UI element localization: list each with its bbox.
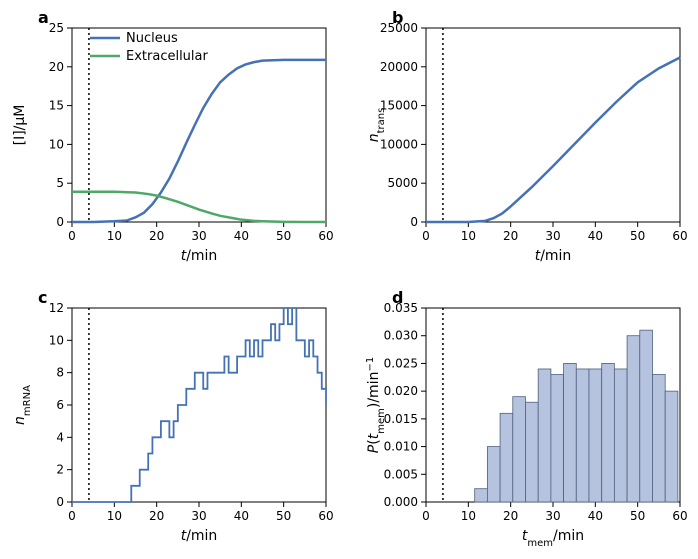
chart-b: 01020304050600500010000150002000025000t/…: [364, 10, 688, 270]
svg-text:50: 50: [276, 509, 291, 523]
svg-text:12: 12: [49, 301, 64, 315]
svg-text:0.000: 0.000: [384, 495, 418, 509]
svg-text:0: 0: [410, 215, 418, 229]
svg-text:0.010: 0.010: [384, 440, 418, 454]
bar: [665, 391, 678, 502]
svg-text:40: 40: [588, 509, 603, 523]
chart-c: 0 10 20 30 40 50 60 0 2 4 6 8 10 12 t/min nmRNA: [10, 290, 334, 550]
panel-b: b01020304050600500010000150002000025000t…: [364, 10, 688, 270]
bar: [500, 413, 513, 502]
svg-text:10: 10: [49, 333, 64, 347]
chart-d: 0 10 20 30 40 50 60 0.000 0.005 0.010 0.015 0.020 0.…: [364, 290, 688, 550]
bar: [551, 375, 564, 502]
svg-text:5000: 5000: [387, 176, 418, 190]
legend-label: Nucleus: [126, 31, 178, 46]
panel-c: c 0 10 20 30 40 50 60 0 2 4 6 8 10 12 t/min nmRNA: [10, 290, 334, 550]
svg-text:0.005: 0.005: [384, 467, 418, 481]
chart-a: 0 10 20 30 40 50 60 0 5 10 15 20 25 t/min [I]/µM Nucleu…: [10, 10, 334, 270]
svg-text:10: 10: [107, 229, 122, 243]
bar: [475, 489, 488, 502]
svg-text:20: 20: [149, 509, 164, 523]
svg-text:10: 10: [461, 509, 476, 523]
series-mRNA: [72, 308, 326, 502]
svg-text:t/min: t/min: [535, 248, 572, 264]
svg-text:20: 20: [49, 60, 64, 74]
svg-text:4: 4: [56, 430, 64, 444]
svg-text:10: 10: [461, 229, 476, 243]
svg-text:30: 30: [545, 229, 560, 243]
panel-label-b: b: [392, 8, 403, 27]
svg-text:t/min: t/min: [181, 248, 218, 264]
bar: [564, 363, 577, 502]
svg-text:10000: 10000: [380, 137, 418, 151]
svg-text:60: 60: [318, 509, 333, 523]
svg-text:15: 15: [49, 99, 64, 113]
svg-text:0: 0: [56, 495, 64, 509]
panel-label-c: c: [38, 288, 47, 307]
svg-text:20000: 20000: [380, 60, 418, 74]
axes-frame: [426, 28, 680, 222]
svg-text:tmem/min: tmem/min: [522, 528, 584, 549]
svg-text:30: 30: [545, 509, 560, 523]
svg-text:30: 30: [191, 509, 206, 523]
svg-text:40: 40: [234, 229, 249, 243]
bar: [640, 330, 653, 502]
svg-text:60: 60: [318, 229, 333, 243]
svg-text:8: 8: [56, 366, 64, 380]
svg-text:0: 0: [56, 215, 64, 229]
svg-text:60: 60: [672, 509, 687, 523]
svg-text:10: 10: [49, 137, 64, 151]
panel-d: d01020304050600.0000.0050.0100.0150.0200…: [364, 290, 688, 550]
panel-label-a: a: [38, 8, 49, 27]
svg-text:0.030: 0.030: [384, 329, 418, 343]
series-ntrans: [426, 57, 680, 222]
bar: [652, 375, 665, 502]
svg-text:2: 2: [56, 463, 64, 477]
svg-text:0: 0: [422, 229, 430, 243]
svg-text:50: 50: [630, 509, 645, 523]
svg-text:25: 25: [49, 21, 64, 35]
svg-text:50: 50: [630, 229, 645, 243]
bar: [614, 369, 627, 502]
svg-text:60: 60: [672, 229, 687, 243]
bar: [525, 402, 538, 502]
bar: [513, 397, 526, 502]
bar: [487, 447, 500, 502]
svg-text:nmRNA: nmRNA: [12, 385, 33, 425]
svg-text:20: 20: [503, 229, 518, 243]
svg-text:6: 6: [56, 398, 64, 412]
svg-text:0.020: 0.020: [384, 384, 418, 398]
panel-a: a 0 10 20 30 40 50 60 0 5 10 15 20 25 t/min [I]/µM Nucle…: [10, 10, 334, 270]
svg-text:40: 40: [588, 229, 603, 243]
legend-label: Extracellular: [126, 49, 209, 64]
series-Extracellular: [72, 192, 326, 222]
panel-label-d: d: [392, 288, 403, 307]
svg-text:10: 10: [107, 509, 122, 523]
svg-text:0: 0: [422, 509, 430, 523]
svg-text:0: 0: [68, 229, 76, 243]
svg-text:t/min: t/min: [181, 528, 218, 544]
svg-text:[I]/µM: [I]/µM: [12, 105, 28, 146]
svg-text:0.015: 0.015: [384, 412, 418, 426]
bar: [602, 363, 615, 502]
svg-text:50: 50: [276, 229, 291, 243]
bar: [576, 369, 589, 502]
axes-frame: [72, 308, 326, 502]
bar: [627, 336, 640, 502]
svg-text:0: 0: [68, 509, 76, 523]
svg-text:20: 20: [503, 509, 518, 523]
series-Nucleus: [72, 60, 326, 222]
bar: [589, 369, 602, 502]
svg-text:5: 5: [56, 176, 64, 190]
svg-text:20: 20: [149, 229, 164, 243]
svg-text:0.025: 0.025: [384, 356, 418, 370]
bar: [538, 369, 551, 502]
svg-text:40: 40: [234, 509, 249, 523]
svg-text:30: 30: [191, 229, 206, 243]
